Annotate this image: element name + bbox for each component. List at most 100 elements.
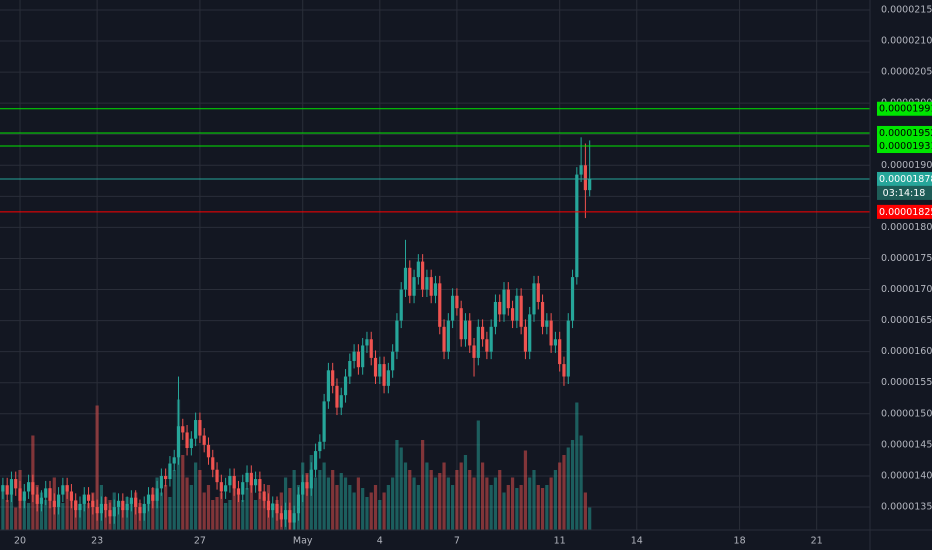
candle-body xyxy=(142,503,146,514)
candle-body xyxy=(361,345,365,368)
volume-bar xyxy=(236,492,241,530)
candle-body xyxy=(91,500,95,508)
volume-bar xyxy=(224,503,228,530)
volume-bar xyxy=(121,507,125,530)
candle-body xyxy=(575,174,579,278)
volume-bar xyxy=(206,485,211,530)
candle-body xyxy=(502,289,506,315)
candle-body xyxy=(485,339,489,352)
volume-bar xyxy=(82,497,86,530)
candle-body xyxy=(369,339,373,358)
candle-body xyxy=(146,494,151,504)
volume-bar xyxy=(65,485,69,530)
volume-bar xyxy=(579,435,583,530)
volume-bar xyxy=(549,477,553,530)
volume-bar xyxy=(352,492,356,530)
candle-body xyxy=(463,320,468,340)
candle-body xyxy=(562,364,566,377)
candle-body xyxy=(408,267,412,296)
candle-body xyxy=(9,479,14,495)
volume-bar xyxy=(86,503,91,530)
candle-body xyxy=(331,370,335,386)
candle-body xyxy=(26,482,31,492)
candle-body xyxy=(442,326,446,352)
candle-body xyxy=(266,500,271,511)
candle-body xyxy=(318,441,322,452)
volume-bar xyxy=(532,470,536,530)
price-tag-label: 0.00001991 xyxy=(879,104,932,115)
candle-body xyxy=(378,364,382,377)
candle-body xyxy=(528,314,532,352)
volume-bar xyxy=(446,477,450,530)
volume-bar xyxy=(318,470,322,530)
volume-bar xyxy=(545,485,549,530)
candle-body xyxy=(335,385,339,408)
price-tag xyxy=(877,139,932,154)
volume-bar xyxy=(442,462,446,530)
volume-bar xyxy=(558,462,562,530)
candle-body xyxy=(271,503,275,511)
candle-body xyxy=(416,261,420,278)
candle-body xyxy=(433,283,438,296)
candle-body xyxy=(74,500,78,511)
volume-bar xyxy=(468,470,472,530)
x-tick-label: 21 xyxy=(811,536,823,547)
candle-body xyxy=(65,485,69,492)
candle-body xyxy=(326,370,331,402)
volume-bar xyxy=(412,477,416,530)
candle-body xyxy=(498,301,502,315)
volume-bar xyxy=(219,492,223,530)
volume-bar xyxy=(489,485,493,530)
volume-bar xyxy=(198,470,202,530)
volume-bar xyxy=(48,488,52,530)
candle-body xyxy=(39,497,44,504)
candle-body xyxy=(224,485,228,492)
volume-bar xyxy=(202,492,206,530)
volume-bar xyxy=(459,462,463,530)
candle-body xyxy=(540,301,545,327)
volume-bar xyxy=(515,488,519,530)
volume-bar xyxy=(5,500,9,530)
candle-body xyxy=(275,503,279,514)
candle-body xyxy=(386,370,390,386)
volume-bar xyxy=(455,470,459,530)
candle-body xyxy=(258,479,262,492)
volume-bar xyxy=(292,470,296,530)
candle-body xyxy=(309,469,313,489)
candle-body xyxy=(476,326,480,358)
candle-body xyxy=(425,277,429,290)
candle-body xyxy=(112,507,116,517)
volume-bar xyxy=(493,477,498,530)
volume-bar xyxy=(129,500,133,530)
price-tag xyxy=(877,204,932,219)
volume-bar xyxy=(326,477,331,530)
candle-body xyxy=(164,475,168,480)
volume-bar xyxy=(151,488,155,530)
volume-bar xyxy=(69,492,74,530)
candle-body xyxy=(545,320,549,327)
price-tag-label: 0.00001931 xyxy=(879,141,932,152)
candle-body xyxy=(348,360,352,377)
volume-bar xyxy=(433,477,438,530)
candle-body xyxy=(121,500,125,511)
candle-body xyxy=(510,308,515,321)
candle-layer xyxy=(1,137,592,530)
candle-body xyxy=(215,469,219,483)
volume-bar xyxy=(523,450,528,530)
candle-body xyxy=(176,426,181,458)
volume-bar xyxy=(356,477,360,530)
candle-body xyxy=(373,357,378,377)
candle-body xyxy=(253,479,258,486)
candle-body xyxy=(78,503,82,511)
candle-body xyxy=(493,301,498,327)
price-tag xyxy=(877,125,932,140)
price-tag xyxy=(877,171,932,186)
candle-body xyxy=(395,320,399,352)
candle-body xyxy=(202,435,206,445)
candle-body xyxy=(172,457,176,464)
